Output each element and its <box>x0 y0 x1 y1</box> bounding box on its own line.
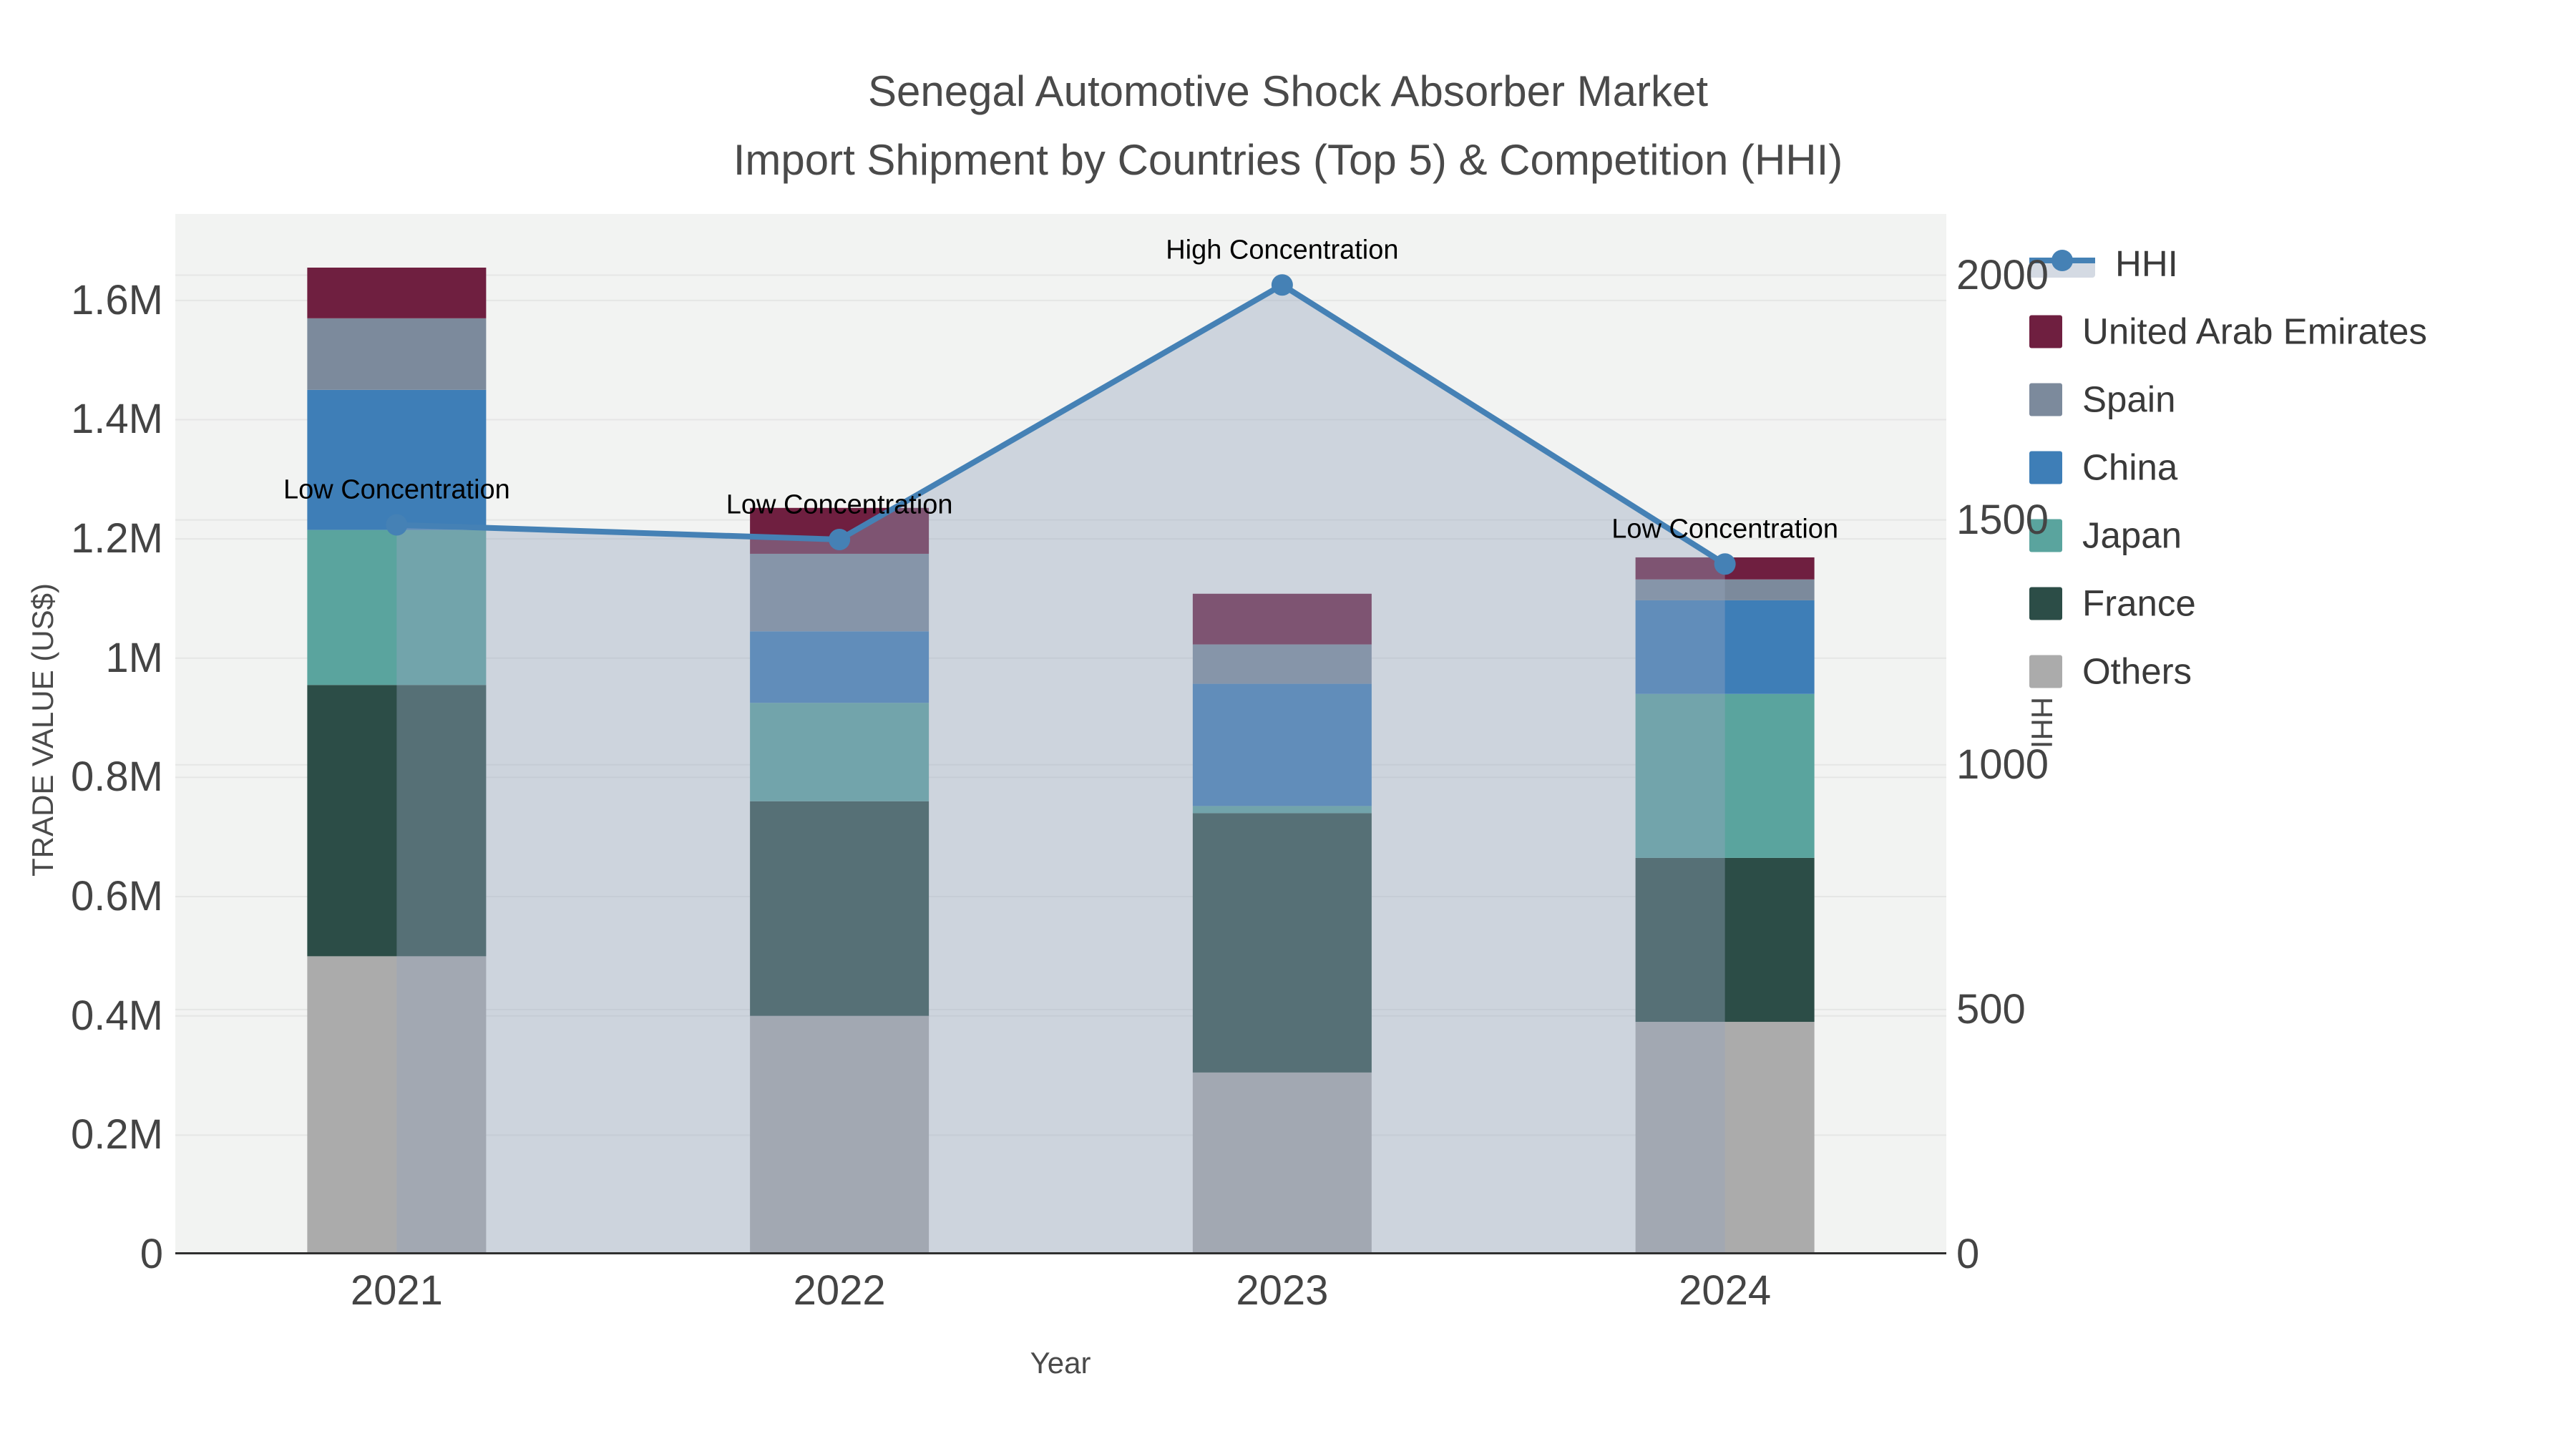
legend-swatch <box>2029 315 2062 348</box>
y-left-tick-label: 1.2M <box>71 515 163 562</box>
legend-label: Japan <box>2082 514 2182 556</box>
y-right-tick-label: 1000 <box>1956 741 2049 788</box>
bar-segment-spain-2023[interactable] <box>1192 644 1372 684</box>
hhi-marker-2023[interactable] <box>1271 274 1293 296</box>
bar-segment-spain-2024[interactable] <box>1635 579 1815 600</box>
y-left-tick-label: 0.4M <box>71 992 163 1039</box>
y-left-tick-label: 1.6M <box>71 276 163 323</box>
hhi-annotation: Low Concentration <box>1611 514 1839 545</box>
legend-item-others[interactable]: Others <box>2029 653 2192 690</box>
bar-segment-japan-2021[interactable] <box>307 530 487 686</box>
y-left-tick-label: 1M <box>105 634 163 681</box>
legend-label: Spain <box>2082 379 2176 420</box>
legend-item-united-arab-emirates[interactable]: United Arab Emirates <box>2029 313 2427 350</box>
legend-label: United Arab Emirates <box>2082 311 2427 352</box>
plot-area <box>175 214 1946 1254</box>
legend-swatch <box>2029 655 2062 688</box>
legend-item-spain[interactable]: Spain <box>2029 381 2175 418</box>
legend-item-france[interactable]: France <box>2029 585 2196 622</box>
legend-swatch <box>2029 519 2062 552</box>
x-axis-title: Year <box>1030 1346 1091 1380</box>
bar-segment-china-2021[interactable] <box>307 389 487 530</box>
y-right-tick-label: 2000 <box>1956 251 2049 298</box>
hhi-annotation: High Concentration <box>1166 235 1399 265</box>
y-right-tick-label: 500 <box>1956 985 2026 1033</box>
y-right-tick-label: 0 <box>1956 1231 1980 1277</box>
bar-segment-united-arab-emirates-2021[interactable] <box>307 267 487 318</box>
legend-swatch <box>2029 587 2062 620</box>
chart-title: Senegal Automotive Shock Absorber Market… <box>0 57 2576 195</box>
hhi-marker-2021[interactable] <box>386 514 408 536</box>
hhi-marker-2022[interactable] <box>829 529 851 551</box>
x-tick-label: 2021 <box>350 1267 443 1314</box>
y-left-tick-label: 0.6M <box>71 873 163 920</box>
legend-label: China <box>2082 447 2178 488</box>
bar-segment-japan-2023[interactable] <box>1192 806 1372 814</box>
bar-segment-france-2024[interactable] <box>1635 857 1815 1023</box>
chart-plot-svg <box>175 214 1946 1254</box>
y-right-tick-label: 1500 <box>1956 496 2049 543</box>
legend-swatch <box>2029 451 2062 484</box>
chart-title-line2: Import Shipment by Countries (Top 5) & C… <box>733 136 1843 184</box>
hhi-line <box>396 281 1727 567</box>
y-left-tick-label: 0.2M <box>71 1111 163 1158</box>
legend-item-china[interactable]: China <box>2029 449 2177 486</box>
bar-segment-china-2022[interactable] <box>750 631 930 703</box>
legend-swatch <box>2029 383 2062 416</box>
bar-segment-spain-2022[interactable] <box>750 553 930 632</box>
bar-segment-others-2022[interactable] <box>750 1015 930 1254</box>
hhi-annotation: Low Concentration <box>283 474 510 505</box>
x-tick-label: 2024 <box>1679 1267 1772 1314</box>
bar-segment-france-2022[interactable] <box>750 801 930 1016</box>
bar-segment-others-2021[interactable] <box>307 956 487 1254</box>
x-tick-label: 2022 <box>793 1267 886 1314</box>
legend-label: HHI <box>2115 243 2178 284</box>
y-left-axis-title: TRADE VALUE (US$) <box>26 583 59 877</box>
hhi-marker-2024[interactable] <box>1714 553 1736 575</box>
bar-segment-china-2023[interactable] <box>1192 683 1372 806</box>
hhi-line-icon <box>2029 245 2095 282</box>
bar-segment-france-2021[interactable] <box>307 685 487 957</box>
hhi-annotation: Low Concentration <box>726 489 953 520</box>
bar-segment-japan-2024[interactable] <box>1635 693 1815 858</box>
legend-label: France <box>2082 582 2196 624</box>
bar-segment-others-2024[interactable] <box>1635 1022 1815 1254</box>
bar-segment-others-2023[interactable] <box>1192 1072 1372 1254</box>
legend-item-hhi[interactable]: HHI <box>2029 245 2178 282</box>
y-left-tick-label: 0 <box>140 1231 163 1277</box>
bar-segment-china-2024[interactable] <box>1635 600 1815 694</box>
legend-item-japan[interactable]: Japan <box>2029 517 2182 554</box>
chart-title-line1: Senegal Automotive Shock Absorber Market <box>868 67 1708 115</box>
bar-segment-france-2023[interactable] <box>1192 813 1372 1073</box>
bar-segment-spain-2021[interactable] <box>307 318 487 390</box>
bar-segment-japan-2022[interactable] <box>750 703 930 801</box>
y-left-tick-label: 0.8M <box>71 753 163 801</box>
bar-segment-united-arab-emirates-2023[interactable] <box>1192 593 1372 645</box>
x-tick-label: 2023 <box>1236 1267 1329 1314</box>
hhi-area <box>396 285 1725 1254</box>
y-left-tick-label: 1.4M <box>71 396 163 443</box>
legend-label: Others <box>2082 650 2192 692</box>
